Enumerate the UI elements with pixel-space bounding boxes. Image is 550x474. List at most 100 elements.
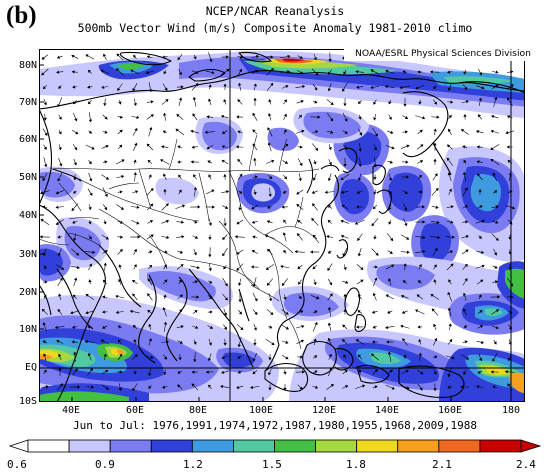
- colorbar-swatch: [68, 439, 111, 453]
- wind-vector-head: [285, 85, 289, 89]
- lat-label-30n: 30N: [18, 249, 37, 260]
- wind-vector-head: [58, 353, 62, 357]
- wind-vector-head: [447, 291, 451, 296]
- wind-vector-head: [311, 217, 315, 222]
- wind-vector-head: [191, 383, 195, 387]
- wind-vector-head: [147, 293, 151, 297]
- wind-vector-head: [433, 371, 437, 375]
- wind-vector-head: [283, 129, 287, 133]
- wind-vector-head: [358, 294, 361, 298]
- wind-vector-head: [406, 144, 410, 148]
- wind-vector-head: [179, 250, 184, 254]
- lat-label-20n: 20N: [18, 287, 37, 298]
- wind-vector-head: [265, 266, 269, 270]
- wind-vector-head: [343, 308, 347, 312]
- wind-vector-head: [464, 205, 468, 209]
- wind-vector-head: [146, 55, 150, 59]
- map-frame: [39, 49, 525, 402]
- wind-vector-head: [148, 89, 153, 93]
- wind-vector-head: [285, 143, 289, 147]
- wind-vector-head: [422, 249, 426, 254]
- wind-vector-head: [356, 325, 359, 329]
- wind-vector-head: [58, 131, 62, 135]
- wind-vector-head: [405, 369, 409, 373]
- wind-vector-head: [75, 252, 80, 256]
- wind-vector-head: [150, 100, 154, 104]
- wind-vector-head: [103, 53, 107, 57]
- wind-vector-head: [358, 177, 362, 181]
- wind-vector-head: [480, 340, 485, 344]
- wind-vector-head: [387, 310, 391, 314]
- wind-vector-head: [254, 311, 258, 315]
- wind-vector-head: [298, 281, 302, 285]
- lon-label-60e: 60E: [126, 405, 145, 416]
- wind-vector-head: [193, 252, 197, 256]
- wind-vector-head: [370, 85, 374, 90]
- wind-vector-head: [481, 86, 485, 90]
- wind-vector-head: [462, 171, 467, 175]
- wind-vector-head: [178, 357, 182, 361]
- wind-vector-head: [87, 352, 91, 357]
- wind-vector-head: [312, 234, 316, 238]
- wind-vector-head: [224, 283, 228, 287]
- wind-vector-head: [43, 117, 47, 121]
- colorbar-label-1.5: 1.5: [262, 458, 282, 471]
- wind-vector-head: [190, 129, 194, 134]
- wind-vector-head: [435, 205, 439, 209]
- wind-vector-head: [358, 369, 362, 373]
- wind-vector-head: [267, 205, 271, 209]
- wind-vector-head: [283, 113, 287, 117]
- wind-vector-head: [419, 190, 423, 194]
- colorbar-label-0.9: 0.9: [95, 458, 115, 471]
- wind-vector-head: [104, 193, 108, 197]
- wind-vector-head: [180, 264, 184, 268]
- wind-vector-head: [89, 192, 93, 196]
- lat-label-70n: 70N: [18, 97, 37, 108]
- wind-vector-head: [451, 356, 455, 360]
- wind-vector-head: [264, 234, 269, 238]
- wind-vector-head: [476, 160, 480, 164]
- wind-vector-head: [384, 84, 388, 89]
- wind-vector-head: [494, 252, 498, 256]
- wind-vector-head: [58, 147, 62, 151]
- wind-vector-head: [479, 205, 483, 209]
- wind-vector-head: [505, 130, 509, 135]
- wind-vector-head: [326, 235, 330, 239]
- wind-vector-head: [370, 69, 374, 73]
- wind-vector-head: [105, 144, 109, 148]
- wind-vector-head: [358, 163, 362, 167]
- wind-vector-head: [375, 252, 379, 256]
- wind-vector-head: [43, 294, 47, 299]
- wind-vector-head: [211, 70, 215, 75]
- wind-vector-head: [494, 190, 498, 194]
- wind-vector-head: [340, 234, 345, 239]
- wind-vector-head: [297, 266, 301, 270]
- wind-vector-head: [449, 339, 453, 343]
- wind-vector-head: [57, 103, 61, 108]
- wind-vector-head: [434, 355, 438, 359]
- wind-vector-head: [136, 221, 140, 225]
- wind-vector-head: [147, 278, 151, 282]
- wind-vector-head: [373, 101, 377, 105]
- wind-vector-head: [328, 353, 332, 357]
- wind-vector-head: [119, 248, 123, 253]
- wind-vector-head: [464, 187, 468, 191]
- wind-vector-head: [373, 191, 377, 195]
- wind-vector-head: [57, 253, 61, 257]
- wind-vector-head: [45, 385, 49, 389]
- wind-vector-head: [59, 383, 63, 387]
- wind-vector-head: [71, 207, 75, 212]
- lon-label-180: 180: [502, 405, 521, 416]
- wind-vector-head: [400, 324, 404, 328]
- wind-vector-head: [252, 358, 256, 362]
- wind-vector-head: [100, 69, 104, 73]
- wind-vector-head: [164, 279, 168, 283]
- wind-vector-head: [252, 143, 256, 147]
- wind-vector-head: [88, 119, 93, 123]
- wind-vector-head: [343, 71, 347, 75]
- wind-vector-head: [479, 357, 483, 362]
- wind-vector-head: [212, 205, 215, 209]
- wind-vector-head: [417, 280, 422, 284]
- wind-vector-head: [105, 176, 110, 180]
- wind-vector-head: [74, 277, 78, 281]
